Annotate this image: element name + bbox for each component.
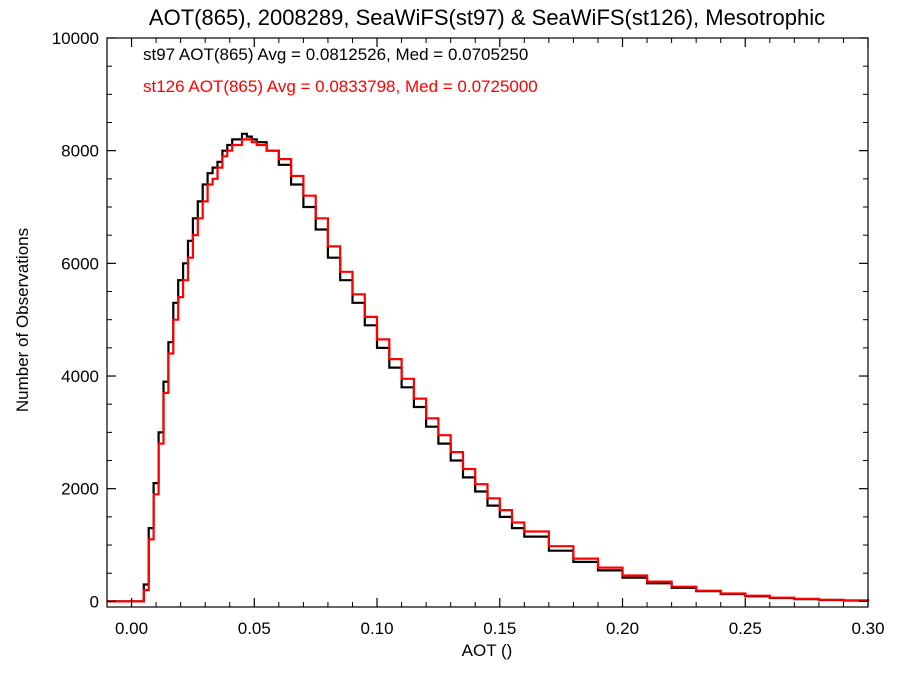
legend-entry-st126: st126 AOT(865) Avg = 0.0833798, Med = 0.… (143, 77, 538, 96)
y-tick-label: 2000 (61, 480, 99, 499)
x-tick-label: 0.15 (483, 619, 516, 638)
y-tick-label: 4000 (61, 367, 99, 386)
legend-entry-st97: st97 AOT(865) Avg = 0.0812526, Med = 0.0… (143, 45, 528, 64)
series-layer (107, 132, 870, 603)
x-tick-label: 0.30 (851, 619, 884, 638)
x-axis-label: AOT () (462, 641, 513, 660)
y-tick-label: 0 (90, 592, 99, 611)
x-tick-label: 0.20 (606, 619, 639, 638)
plot-area-frame (106, 37, 869, 608)
y-axis-label: Number of Observations (13, 228, 32, 412)
axis-layer: 0.00 0.05 0.10 0.15 0.20 0.25 0.30 0 2000 4000 600… (52, 29, 885, 638)
x-tick-label: 0.05 (238, 619, 271, 638)
y-tick-label: 6000 (61, 254, 99, 273)
st97-histogram-line (107, 132, 870, 603)
x-tick-label: 0.10 (360, 619, 393, 638)
x-tick-label: 0.25 (729, 619, 762, 638)
y-tick-label: 8000 (61, 142, 99, 161)
chart-title: AOT(865), 2008289, SeaWiFS(st97) & SeaWi… (149, 5, 825, 30)
y-tick-label: 10000 (52, 29, 99, 48)
x-tick-label: 0.00 (115, 619, 148, 638)
st126-histogram-line (107, 138, 870, 603)
